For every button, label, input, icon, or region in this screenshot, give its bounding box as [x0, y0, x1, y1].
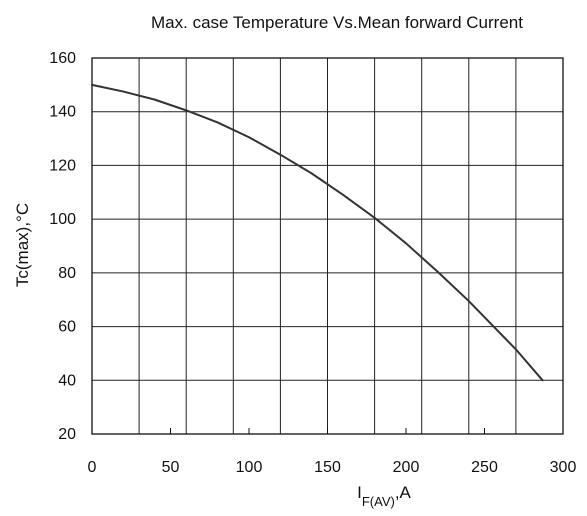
- x-tick-label: 100: [236, 459, 263, 476]
- y-tick-label: 20: [58, 426, 76, 443]
- x-axis-title: IF(AV),A: [357, 483, 411, 509]
- y-tick-label: 40: [58, 372, 76, 389]
- plot-frame: [91, 57, 564, 435]
- series-layer: [91, 83, 544, 382]
- series-line-1: [91, 83, 544, 382]
- x-axis-title-suffix: ,A: [395, 483, 412, 502]
- x-tick-label: 150: [314, 459, 341, 476]
- y-tick-label: 120: [49, 157, 76, 174]
- y-tick-label: 140: [49, 104, 76, 121]
- x-axis-title-main: I: [357, 483, 362, 502]
- chart-title: Max. case Temperature Vs.Mean forward Cu…: [151, 13, 523, 32]
- tick-labels: 0 50 100 150 200 250 300 20 40 60 80 100 120 140 160: [49, 50, 576, 476]
- y-tick-label: 100: [49, 211, 76, 228]
- y-tick-label: 60: [58, 319, 76, 336]
- x-axis-title-subscript: F(AV): [362, 494, 395, 509]
- x-tick-label: 300: [550, 459, 577, 476]
- grid-lines: [92, 58, 563, 434]
- x-tick-label: 0: [88, 459, 97, 476]
- y-tick-label: 160: [49, 50, 76, 67]
- x-tick-label: 200: [393, 459, 420, 476]
- x-tick-label: 50: [162, 459, 180, 476]
- y-tick-label: 80: [58, 265, 76, 282]
- x-tick-label: 250: [471, 459, 498, 476]
- y-axis-title: Tc(max),°C: [13, 203, 32, 287]
